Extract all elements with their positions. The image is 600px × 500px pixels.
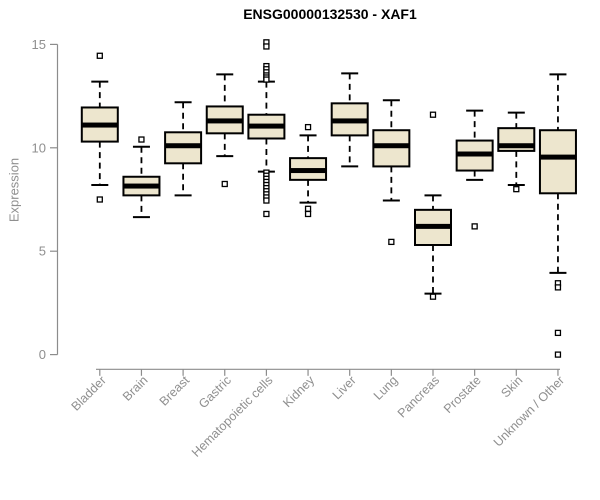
outlier-pancreas [429, 293, 437, 300]
x-tick-label-pancreas: Pancreas [395, 373, 442, 420]
box-lung [372, 129, 411, 168]
outlier-brain [138, 136, 145, 143]
median-breast [165, 143, 202, 149]
outlier-kidney [304, 210, 312, 218]
median-liver [331, 118, 368, 124]
outlier-bladder [96, 52, 103, 59]
outlier-skin [513, 186, 520, 193]
chart-title: ENSG00000132530 - XAF1 [243, 6, 417, 22]
outlier-kidney [304, 123, 312, 131]
median-prostate [456, 151, 493, 157]
median-bladder [81, 122, 118, 128]
y-tick-label-5: 5 [39, 244, 46, 259]
x-tick-label-brain: Brain [120, 373, 151, 404]
x-tick-label-hematopoietic-cells: Hematopoietic cells [189, 373, 276, 460]
x-tick-label-kidney: Kidney [280, 373, 317, 410]
x-tick-label-lung: Lung [371, 373, 401, 403]
outlier-unknown-other [554, 329, 562, 337]
y-tick-label-10: 10 [32, 140, 46, 155]
x-tick-label-breast: Breast [157, 373, 193, 409]
outlier-hematopoietic-cells [263, 76, 270, 83]
x-tick-label-bladder: Bladder [69, 373, 109, 413]
median-skin [498, 143, 535, 149]
outlier-bladder [96, 196, 103, 203]
outlier-gastric [221, 180, 228, 188]
median-unknown-other [539, 154, 576, 160]
outlier-unknown-other [554, 351, 562, 358]
outlier-prostate [471, 223, 478, 230]
outlier-kidney [304, 205, 312, 212]
outlier-pancreas [429, 111, 437, 118]
outlier-unknown-other [554, 284, 562, 291]
median-kidney [290, 168, 327, 174]
median-pancreas [415, 223, 451, 229]
x-tick-label-unknown-other: Unknown / Other [491, 373, 567, 449]
y-tick-label-15: 15 [32, 37, 46, 52]
median-gastric [206, 118, 243, 124]
y-tick-label-0: 0 [39, 347, 46, 362]
box-unknown-other [538, 129, 577, 195]
median-hematopoietic-cells [248, 123, 285, 129]
median-brain [123, 183, 160, 189]
outlier-hematopoietic-cells [263, 197, 270, 204]
x-tick-label-skin: Skin [498, 373, 525, 400]
outlier-hematopoietic-cells [263, 43, 270, 50]
median-lung [373, 143, 410, 149]
outlier-lung [388, 238, 395, 246]
outlier-hematopoietic-cells [263, 210, 270, 218]
x-tick-label-prostate: Prostate [441, 373, 484, 416]
x-tick-label-liver: Liver [330, 373, 359, 402]
x-tick-label-gastric: Gastric [196, 373, 234, 411]
